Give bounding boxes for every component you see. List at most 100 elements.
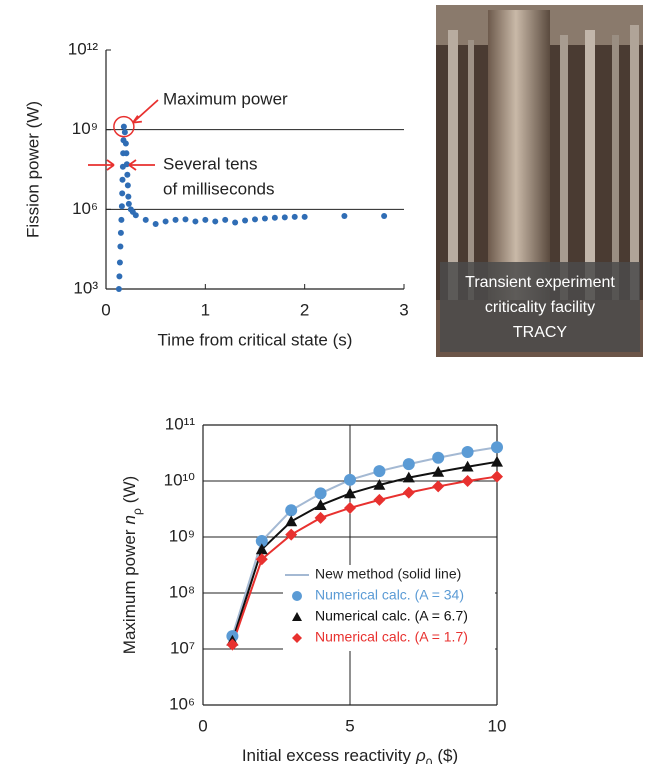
marker [292,591,302,601]
marker [123,161,130,168]
marker [461,460,474,472]
photo-caption: TRACY [513,324,568,341]
y-tick-label: 10¹² [68,39,99,58]
marker [242,217,249,224]
x-tick-label: 2 [300,300,309,319]
marker [124,171,131,178]
marker [222,216,229,223]
marker [314,511,327,524]
marker [117,229,124,236]
y-tick-label: 10⁶ [169,694,195,713]
marker [341,213,348,220]
marker [125,193,132,200]
y-tick-label: 10¹⁰ [164,470,196,489]
marker [281,214,288,221]
y-tick-label: 10¹¹ [165,414,196,433]
marker [432,480,445,493]
marker [192,218,199,225]
marker [152,221,159,228]
marker [142,216,149,223]
marker [373,478,386,490]
y-tick-label: 10⁹ [169,526,195,545]
legend-label: Numerical calc. (A = 6.7) [315,608,468,624]
marker [115,286,122,292]
axis-label-subscript: 0 [426,756,433,764]
marker [432,465,445,477]
marker [491,455,503,467]
annotation-arrow [88,159,115,171]
photo-caption: criticality facility [485,299,595,316]
marker [252,216,258,223]
y-tick-label: 10⁶ [72,199,98,218]
marker [301,213,308,220]
marker [255,543,268,555]
facility-photo: Transient experiment criticality facilit… [436,5,643,357]
marker [291,213,298,220]
legend-label: New method (solid line) [315,566,461,582]
axis-label: Fission power (W) [23,101,42,238]
photo-caption: Transient experiment [465,274,615,291]
marker [432,451,445,464]
axis-label-symbol: ρ [415,746,426,764]
marker [124,182,131,189]
marker [123,150,130,157]
x-tick-label: 1 [201,300,210,319]
x-tick-label: 10 [488,716,507,735]
marker [162,218,169,225]
marker [285,504,298,517]
annotation: Several tens [163,154,258,173]
marker [116,259,123,266]
marker [232,219,239,226]
axis-label-symbol: n [120,515,139,524]
axis-label: Initial excess reactivity ρ0 ($) [242,746,458,764]
marker [344,487,356,499]
marker [344,501,356,514]
x-tick-label: 5 [345,716,354,735]
marker [402,471,415,483]
marker [125,200,132,207]
marker [271,214,278,221]
marker [120,123,127,130]
marker [118,203,125,210]
axis-label-unit: ($) [437,746,458,764]
marker [121,129,128,136]
marker [122,140,129,147]
marker [285,528,298,541]
marker [261,215,268,222]
marker [491,470,503,483]
marker [314,487,327,500]
marker [172,216,179,223]
axis-label: Time from critical state (s) [158,330,353,349]
y-tick-label: 10⁷ [170,638,195,657]
marker [226,638,239,651]
marker [212,218,219,225]
marker [491,441,503,454]
axis-label-subscript: ρ [130,508,144,515]
marker [255,534,268,547]
marker [119,190,126,197]
marker [292,612,302,621]
axis-label-unit: (W) [120,476,139,503]
marker [292,633,302,643]
legend-label: Numerical calc. (A = 34) [315,587,464,603]
marker [255,553,268,566]
x-tick-label: 3 [399,300,408,319]
series-line [231,446,498,637]
marker [373,493,386,506]
highlight-circle [113,115,135,138]
y-tick-label: 10⁸ [169,582,195,601]
marker [132,212,139,219]
series-line [231,460,498,642]
x-tick-label: 0 [101,300,110,319]
axis-label-text: Maximum power [120,529,139,654]
series-line [231,475,498,645]
axis-label: Maximum power nρ (W) [120,476,144,654]
marker [402,458,415,471]
marker [314,499,327,510]
legend-box [283,565,495,651]
annotation-arrow [132,99,159,124]
marker [461,475,474,487]
annotation: Maximum power [163,89,288,108]
x-tick-label: 0 [198,716,207,735]
